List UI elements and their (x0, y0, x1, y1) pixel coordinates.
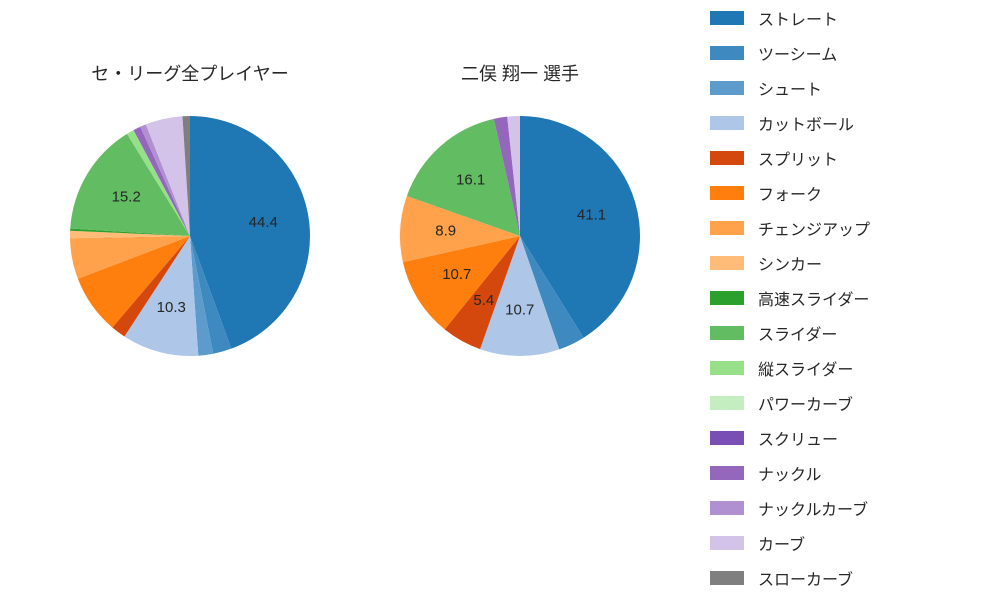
slice-label: 44.4 (249, 214, 278, 231)
legend-label: スライダー (758, 321, 837, 345)
legend-label: 高速スライダー (758, 286, 869, 310)
legend-label: スプリット (758, 146, 838, 170)
slice-label: 15.2 (112, 189, 141, 206)
pie-svg: 41.110.75.410.78.916.1 (380, 96, 660, 376)
chart-container: セ・リーグ全プレイヤー44.410.315.2二俣 翔一 選手41.110.75… (0, 0, 1000, 600)
slice-label: 41.1 (577, 206, 606, 223)
legend-swatch (710, 11, 744, 25)
pie-chart: 二俣 翔一 選手41.110.75.410.78.916.1 (380, 60, 660, 376)
legend-label: スクリュー (758, 426, 838, 450)
legend-swatch (710, 256, 744, 270)
legend-item: フォーク (710, 175, 990, 210)
legend-label: シュート (758, 76, 822, 100)
pie-title: 二俣 翔一 選手 (380, 60, 660, 86)
legend-swatch (710, 46, 744, 60)
legend-swatch (710, 431, 744, 445)
legend-item: ツーシーム (710, 35, 990, 70)
legend-swatch (710, 186, 744, 200)
legend-swatch (710, 536, 744, 550)
legend-swatch (710, 221, 744, 235)
legend-item: 高速スライダー (710, 280, 990, 315)
legend-label: シンカー (758, 251, 822, 275)
legend-swatch (710, 501, 744, 515)
legend-item: スクリュー (710, 420, 990, 455)
legend-label: カットボール (758, 111, 854, 135)
legend-swatch (710, 396, 744, 410)
legend-item: シンカー (710, 245, 990, 280)
legend-item: ナックルカーブ (710, 490, 990, 525)
legend-swatch (710, 81, 744, 95)
slice-label: 8.9 (435, 223, 456, 240)
legend-swatch (710, 116, 744, 130)
legend-label: ツーシーム (758, 41, 837, 65)
legend-item: シュート (710, 70, 990, 105)
pie-svg: 44.4 10.3 15.2 (50, 96, 330, 376)
slice-label: 16.1 (456, 171, 485, 188)
legend-label: ナックル (758, 461, 822, 485)
legend-label: ストレート (758, 6, 838, 30)
legend-item: スライダー (710, 315, 990, 350)
slice-label: 5.4 (473, 292, 494, 309)
legend-label: パワーカーブ (758, 391, 853, 415)
legend-swatch (710, 291, 744, 305)
legend-label: チェンジアップ (758, 216, 870, 240)
legend-item: チェンジアップ (710, 210, 990, 245)
legend-item: カットボール (710, 105, 990, 140)
legend-label: フォーク (758, 181, 822, 205)
legend-swatch (710, 466, 744, 480)
legend-item: カーブ (710, 525, 990, 560)
legend-label: カーブ (758, 531, 805, 555)
legend-label: 縦スライダー (758, 356, 853, 380)
slice-label: 10.7 (505, 301, 534, 318)
legend-item: スローカーブ (710, 560, 990, 595)
legend-item: 縦スライダー (710, 350, 990, 385)
legend-swatch (710, 361, 744, 375)
pie-title: セ・リーグ全プレイヤー (50, 60, 330, 86)
legend-label: ナックルカーブ (758, 496, 868, 520)
legend-swatch (710, 151, 744, 165)
legend-item: スプリット (710, 140, 990, 175)
legend-item: パワーカーブ (710, 385, 990, 420)
legend-swatch (710, 571, 744, 585)
legend-label: スローカーブ (758, 566, 853, 590)
slice-label: 10.7 (442, 266, 471, 283)
legend-swatch (710, 326, 744, 340)
legend-item: ストレート (710, 0, 990, 35)
legend: ストレートツーシームシュートカットボールスプリットフォークチェンジアップシンカー… (710, 0, 990, 595)
legend-item: ナックル (710, 455, 990, 490)
pie-chart: セ・リーグ全プレイヤー 44.4 10.3 15.2 (50, 60, 330, 376)
chart-area: セ・リーグ全プレイヤー44.410.315.2二俣 翔一 選手41.110.75… (0, 0, 700, 600)
slice-label: 10.3 (157, 299, 186, 316)
